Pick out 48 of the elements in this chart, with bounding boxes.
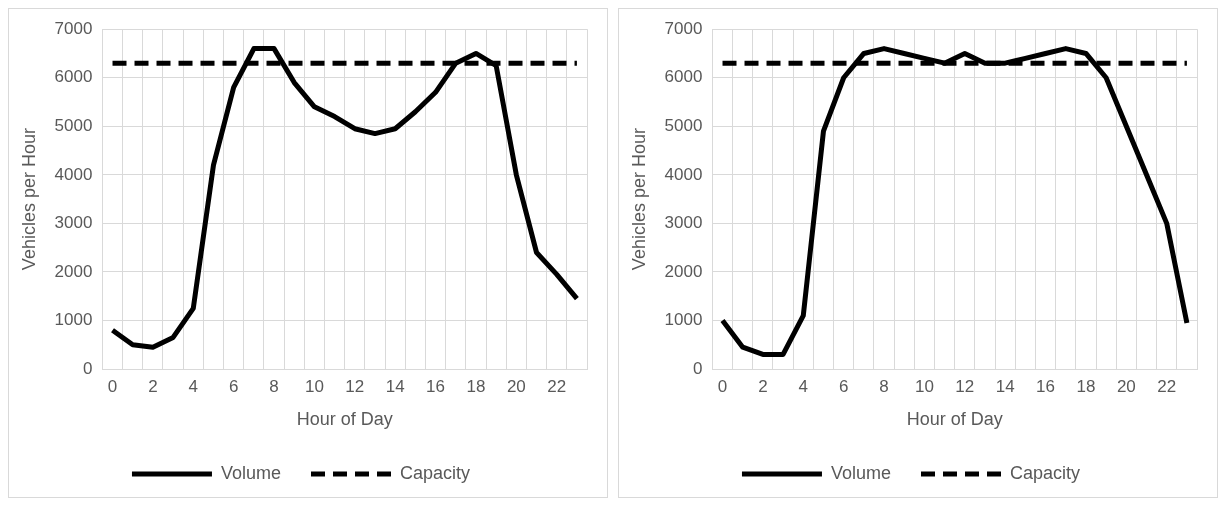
x-tick-label: 10 <box>914 376 934 396</box>
y-axis-title: Vehicles per Hour <box>18 128 39 271</box>
x-tick-label: 2 <box>148 376 158 396</box>
x-tick-label: 20 <box>506 376 526 396</box>
x-tick-label: 8 <box>879 376 889 396</box>
y-tick-label: 1000 <box>54 310 93 330</box>
x-tick-label: 16 <box>1036 376 1056 396</box>
y-tick-label: 2000 <box>664 261 703 281</box>
x-axis-title: Hour of Day <box>906 409 1003 430</box>
x-tick-label: 10 <box>304 376 324 396</box>
legend-label: Volume <box>830 462 892 483</box>
x-tick-label: 20 <box>1116 376 1136 396</box>
legend-label: Volume <box>220 462 282 483</box>
y-tick-label: 7000 <box>54 18 93 38</box>
y-tick-label: 0 <box>82 358 93 378</box>
y-tick-label: 2000 <box>54 261 93 281</box>
y-tick-label: 0 <box>692 358 703 378</box>
y-tick-label: 1000 <box>664 310 703 330</box>
x-tick-label: 22 <box>547 376 567 396</box>
y-tick-label: 4000 <box>664 164 703 184</box>
y-tick-label: 3000 <box>664 213 703 233</box>
y-axis-title: Vehicles per Hour <box>628 128 649 271</box>
x-tick-label: 12 <box>955 376 975 396</box>
x-tick-label: 14 <box>995 376 1015 396</box>
x-tick-label: 8 <box>269 376 279 396</box>
y-tick-label: 7000 <box>664 18 703 38</box>
y-tick-label: 5000 <box>664 115 703 135</box>
x-tick-label: 6 <box>228 376 239 396</box>
x-tick-label: 4 <box>798 376 809 396</box>
x-tick-label: 18 <box>1076 376 1096 396</box>
x-tick-label: 22 <box>1157 376 1177 396</box>
y-tick-label: 6000 <box>54 67 93 87</box>
x-axis-title: Hour of Day <box>296 409 393 430</box>
x-tick-label: 14 <box>385 376 405 396</box>
y-tick-label: 6000 <box>664 67 703 87</box>
x-tick-label: 16 <box>426 376 446 396</box>
x-tick-label: 2 <box>758 376 768 396</box>
legend-label: Capacity <box>400 462 471 483</box>
x-tick-label: 0 <box>107 376 118 396</box>
y-tick-label: 3000 <box>54 213 93 233</box>
y-tick-label: 4000 <box>54 164 93 184</box>
legend-label: Capacity <box>1010 462 1081 483</box>
y-tick-label: 5000 <box>54 115 93 135</box>
x-tick-label: 4 <box>188 376 199 396</box>
x-tick-label: 18 <box>466 376 486 396</box>
x-tick-label: 12 <box>345 376 365 396</box>
x-tick-label: 6 <box>838 376 849 396</box>
x-tick-label: 0 <box>717 376 728 396</box>
